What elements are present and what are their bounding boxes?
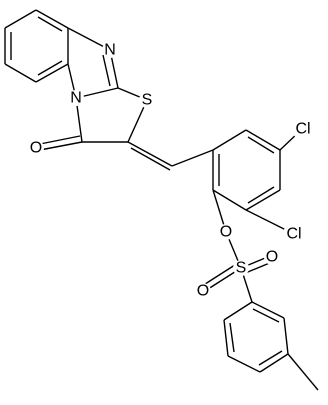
atom-label: S bbox=[142, 92, 153, 109]
atom-label: N bbox=[104, 42, 116, 59]
atom-label: O bbox=[266, 249, 278, 266]
atom-label: S bbox=[236, 260, 247, 277]
atom-label: N bbox=[70, 90, 82, 107]
atom-label: O bbox=[197, 283, 209, 300]
bonds bbox=[4, 9, 319, 391]
atom-label: O bbox=[30, 140, 42, 157]
atom-labels: N N S O Cl Cl O S O O bbox=[28, 42, 314, 300]
atom-label: O bbox=[220, 224, 232, 241]
atom-label: Cl bbox=[286, 226, 301, 243]
atom-label: Cl bbox=[295, 121, 310, 138]
